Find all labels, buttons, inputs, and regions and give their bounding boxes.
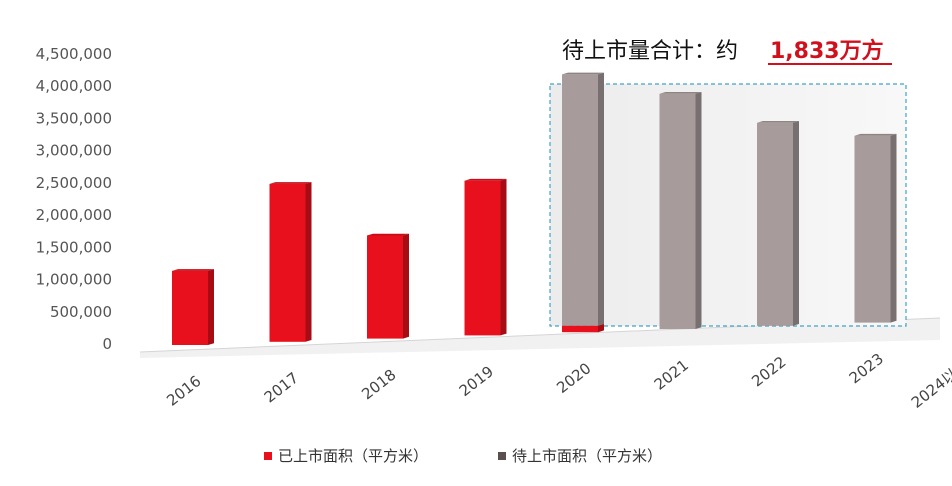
legend-swatch — [264, 452, 272, 460]
y-tick-label: 1,500,000 — [36, 238, 112, 256]
legend-item-listed: 已上市面积（平方米） — [264, 447, 428, 465]
bar-pending-2020 — [562, 72, 604, 326]
bar-pending-2023 — [854, 133, 897, 323]
y-tick-label: 3,000,000 — [36, 142, 112, 160]
x-tick-label: 2017 — [261, 369, 302, 407]
annotation-prefix: 待上市量合计：约 — [562, 39, 738, 64]
bar-pending-2022 — [757, 121, 799, 326]
y-tick-label: 0 — [102, 335, 112, 353]
legend-item-pending: 待上市面积（平方米） — [498, 447, 662, 465]
x-tick-label: 2023 — [846, 350, 887, 388]
y-tick-label: 4,500,000 — [36, 45, 112, 63]
chart-floor — [140, 318, 940, 358]
bar-pending-2021 — [659, 91, 702, 330]
legend-swatch — [498, 452, 506, 460]
bar-listed-2016 — [172, 269, 214, 345]
x-tick-label: 2019 — [456, 362, 497, 400]
x-tick-label: 2016 — [163, 372, 204, 410]
y-tick-label: 1,000,000 — [36, 271, 112, 289]
y-tick-label: 500,000 — [50, 303, 112, 321]
bar-listed-2018 — [367, 233, 409, 339]
x-tick-label: 2024以及后 — [908, 346, 952, 411]
bar-listed-2017 — [269, 182, 312, 342]
bar-listed-2019 — [464, 178, 507, 336]
x-tick-label: 2020 — [553, 359, 594, 397]
x-tick-label: 2018 — [358, 366, 399, 404]
y-tick-label: 4,000,000 — [36, 77, 112, 95]
y-tick-label: 3,500,000 — [36, 109, 112, 127]
x-tick-label: 2021 — [651, 356, 692, 394]
annotation-total-value: 1,833万方 — [770, 38, 884, 64]
pending-highlight-box — [549, 83, 907, 327]
legend-label: 待上市面积（平方米） — [512, 447, 662, 465]
y-tick-label: 2,500,000 — [36, 174, 112, 192]
legend-label: 已上市面积（平方米） — [278, 447, 428, 465]
y-tick-label: 2,000,000 — [36, 206, 112, 224]
x-tick-label: 2022 — [748, 353, 789, 391]
